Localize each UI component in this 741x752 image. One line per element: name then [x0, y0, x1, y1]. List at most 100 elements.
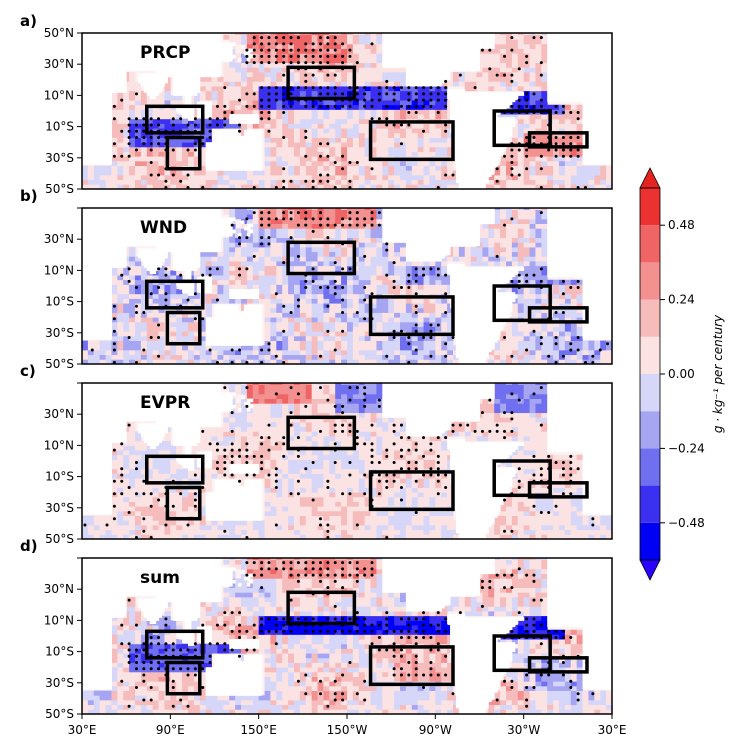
field-cell: [305, 33, 313, 35]
land-cell: [550, 86, 554, 90]
land-cell: [102, 107, 107, 112]
land-cell: [556, 76, 560, 81]
land-cell: [567, 48, 572, 53]
field-cell: [388, 72, 395, 78]
land-cell: [485, 148, 489, 153]
field-cell: [282, 33, 289, 35]
land-cell: [482, 170, 486, 174]
field-cell: [570, 179, 578, 185]
field-cell: [294, 67, 301, 73]
land-cell: [252, 129, 257, 134]
field-cell: [517, 128, 525, 134]
land-cell: [190, 92, 195, 96]
land-cell: [208, 42, 213, 46]
land-cell: [441, 70, 445, 75]
land-cell: [405, 33, 410, 37]
land-cell: [476, 173, 480, 178]
land-cell: [591, 82, 595, 87]
land-cell: [461, 185, 466, 189]
field-cell: [241, 34, 248, 40]
field-cell: [111, 184, 118, 189]
land-cell: [135, 57, 139, 62]
land-cell: [585, 157, 589, 162]
land-cell: [579, 82, 584, 87]
land-cell: [87, 61, 92, 65]
field-cell: [559, 179, 566, 185]
field-cell: [470, 81, 477, 87]
field-cell: [576, 128, 583, 134]
land-cell: [426, 51, 430, 56]
field-cell: [388, 174, 395, 181]
field-cell: [376, 114, 383, 120]
land-cell: [397, 42, 401, 46]
land-cell: [550, 70, 554, 75]
land-cell: [108, 57, 112, 62]
land-cell: [188, 114, 192, 118]
land-cell: [108, 45, 112, 50]
land-cell: [588, 48, 592, 53]
land-cell: [476, 185, 480, 189]
field-cell: [146, 151, 154, 157]
field-cell: [341, 123, 348, 129]
field-cell: [329, 109, 336, 115]
field-cell: [376, 123, 383, 129]
field-cell: [441, 165, 448, 171]
land-cell: [470, 98, 475, 103]
land-cell: [423, 64, 427, 68]
field-cell: [294, 109, 301, 115]
land-cell: [179, 57, 183, 62]
land-cell: [603, 57, 607, 62]
land-cell: [506, 139, 510, 143]
field-cell: [264, 81, 271, 87]
field-cell: [335, 57, 342, 64]
land-cell: [397, 51, 401, 56]
land-cell: [96, 82, 101, 87]
land-cell: [567, 79, 572, 84]
land-cell: [123, 67, 127, 71]
land-cell: [447, 70, 451, 75]
field-cell: [299, 62, 307, 68]
land-cell: [249, 157, 254, 162]
land-cell: [559, 95, 563, 100]
land-cell: [561, 70, 566, 75]
land-cell: [438, 42, 442, 46]
field-cell: [276, 146, 283, 152]
field-cell: [541, 114, 548, 120]
land-cell: [405, 54, 410, 59]
land-cell: [447, 67, 451, 71]
field-cell: [347, 72, 354, 78]
land-cell: [241, 157, 245, 162]
land-cell: [420, 42, 425, 46]
field-cell: [500, 33, 507, 35]
land-cell: [591, 48, 595, 53]
land-cell: [93, 123, 98, 128]
land-cell: [217, 135, 221, 140]
land-cell: [603, 132, 607, 137]
field-cell: [135, 160, 142, 166]
land-cell: [559, 57, 563, 62]
land-cell: [494, 151, 498, 156]
field-cell: [335, 123, 342, 129]
field-cell: [388, 137, 395, 143]
land-cell: [564, 98, 569, 103]
field-cell: [364, 81, 371, 87]
land-cell: [582, 89, 586, 93]
field-cell: [370, 151, 377, 157]
land-cell: [573, 76, 578, 81]
land-cell: [176, 89, 180, 93]
land-cell: [82, 104, 86, 109]
land-cell: [473, 157, 478, 162]
field-cell: [117, 179, 124, 185]
field-cell: [99, 170, 106, 176]
field-cell: [311, 90, 318, 96]
land-cell: [603, 73, 607, 78]
field-cell: [282, 179, 289, 185]
land-cell: [114, 45, 118, 50]
field-cell: [364, 184, 371, 189]
land-cell: [550, 45, 554, 50]
land-cell: [117, 73, 121, 78]
land-cell: [491, 104, 495, 109]
land-cell: [458, 111, 463, 115]
land-cell: [567, 98, 572, 103]
land-cell: [600, 126, 604, 131]
